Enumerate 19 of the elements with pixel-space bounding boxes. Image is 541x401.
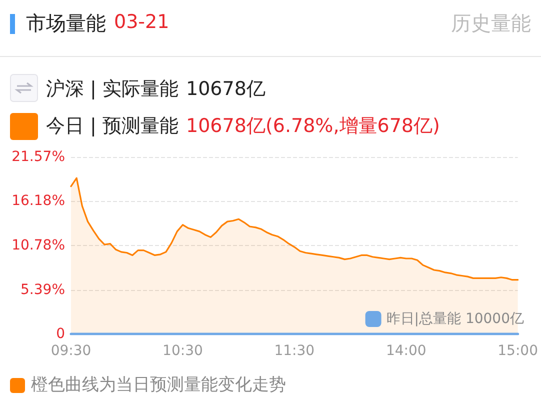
y-tick-label: 10.78%	[12, 238, 65, 254]
y-tick-label: 0	[56, 326, 65, 342]
x-tick-label: 09:30	[50, 343, 92, 359]
text: 橙色曲线为当日预测量能变化走势	[31, 374, 286, 396]
x-tick-label: 10:30	[162, 343, 203, 359]
chart-subtitle: 03-21	[114, 11, 170, 33]
text: 沪深 | 实际量能	[46, 77, 178, 102]
text: 今日 | 预测量能	[46, 114, 178, 139]
y-tick-label: 21.57%	[12, 149, 65, 165]
y-tick-label: 5.39%	[20, 282, 65, 298]
x-tick-label: 11:30	[274, 343, 315, 359]
x-tick-label: 14:00	[386, 343, 426, 359]
text: 10678亿(6.78%,增量678亿)	[186, 114, 440, 139]
text: 10678亿	[186, 77, 266, 102]
legend-label: 昨日|总量能 10000亿	[386, 311, 524, 327]
x-tick-label: 15:00	[498, 343, 538, 359]
chart-title: 市场量能	[26, 10, 106, 37]
text: 历史量能	[451, 10, 531, 37]
y-tick-label: 16.18%	[12, 193, 65, 210]
